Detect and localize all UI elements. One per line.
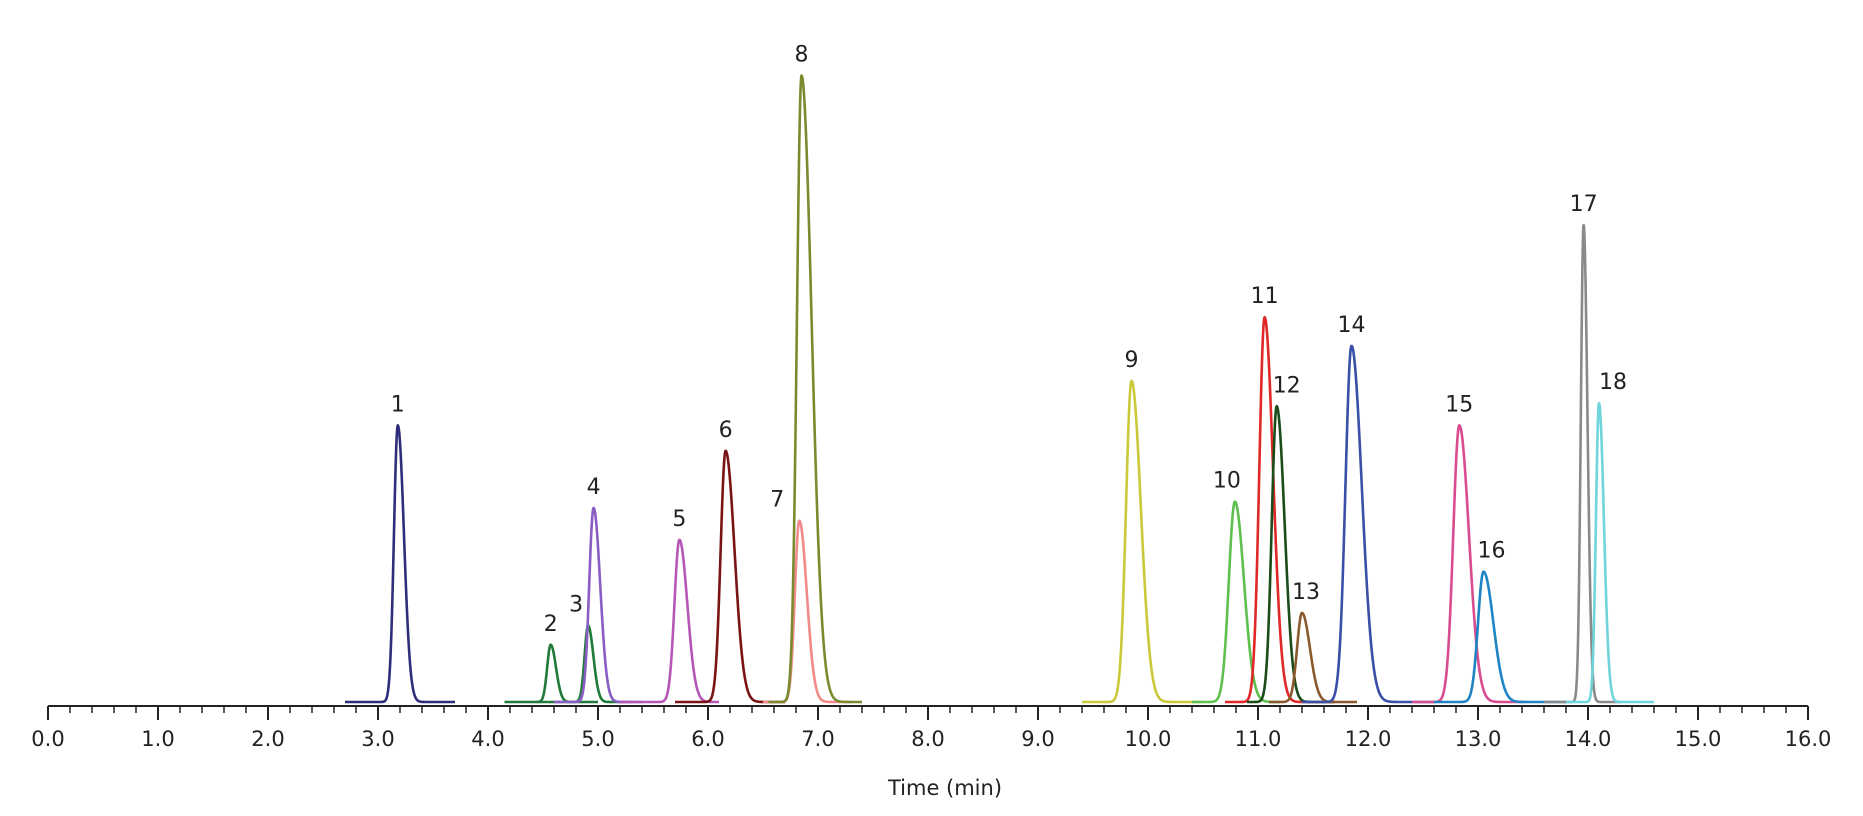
peak-trace-16 (1433, 570, 1567, 704)
peak-trace-4 (553, 506, 643, 704)
x-tick-label: 13.0 (1455, 727, 1502, 751)
peak-label-7: 7 (770, 488, 784, 513)
x-tick-label: 1.0 (141, 727, 174, 751)
peak-label-9: 9 (1125, 348, 1139, 373)
x-tick-label: 16.0 (1785, 727, 1832, 751)
peak-label-10: 10 (1213, 469, 1241, 494)
peak-label-11: 11 (1251, 284, 1279, 309)
peak-label-12: 12 (1273, 373, 1301, 398)
peak-trace-2 (503, 643, 599, 704)
x-tick-label: 7.0 (801, 727, 834, 751)
peak-trace-17 (1543, 223, 1622, 704)
peak-label-16: 16 (1478, 539, 1506, 564)
x-axis-title: Time (min) (887, 776, 1002, 800)
peak-trace-18 (1565, 401, 1655, 704)
x-tick-label: 8.0 (911, 727, 944, 751)
peak-label-1: 1 (391, 392, 405, 417)
peak-trace-8 (767, 74, 863, 704)
peak-label-13: 13 (1292, 580, 1320, 605)
x-tick-label: 11.0 (1235, 727, 1282, 751)
peak-traces (344, 74, 1655, 704)
peak-label-14: 14 (1338, 313, 1366, 338)
x-tick-label: 3.0 (361, 727, 394, 751)
peak-trace-6 (674, 449, 786, 704)
x-tick-label: 0.0 (31, 727, 64, 751)
x-axis-tick-labels: 0.0 1.0 2.0 3.0 4.0 5.0 6.0 7.0 8.0 9.0 10.0 11.0 12… (31, 727, 1831, 751)
peak-label-3: 3 (569, 593, 583, 618)
peak-label-17: 17 (1570, 192, 1598, 217)
peak-trace-1 (344, 424, 456, 704)
peak-label-6: 6 (719, 418, 733, 443)
peak-label-4: 4 (587, 475, 601, 500)
x-tick-label: 10.0 (1125, 727, 1172, 751)
x-tick-label: 2.0 (251, 727, 284, 751)
x-axis-ticks (47, 706, 1809, 720)
peak-label-8: 8 (795, 43, 809, 68)
peak-trace-13 (1268, 611, 1358, 704)
peak-trace-7 (762, 519, 852, 704)
x-tick-label: 6.0 (691, 727, 724, 751)
x-tick-label: 9.0 (1021, 727, 1054, 751)
peak-trace-15 (1411, 424, 1523, 704)
x-tick-label: 14.0 (1565, 727, 1612, 751)
peak-label-18: 18 (1599, 370, 1627, 395)
peak-trace-14 (1301, 344, 1435, 704)
peak-label-2: 2 (544, 612, 558, 637)
x-tick-label: 5.0 (581, 727, 614, 751)
peak-label-15: 15 (1445, 392, 1473, 417)
x-tick-label: 12.0 (1345, 727, 1392, 751)
peak-trace-9 (1081, 379, 1204, 704)
peak-label-5: 5 (672, 507, 686, 532)
peak-trace-5 (619, 538, 720, 704)
peak-trace-10 (1191, 500, 1281, 704)
x-tick-label: 15.0 (1675, 727, 1722, 751)
x-tick-label: 4.0 (471, 727, 504, 751)
